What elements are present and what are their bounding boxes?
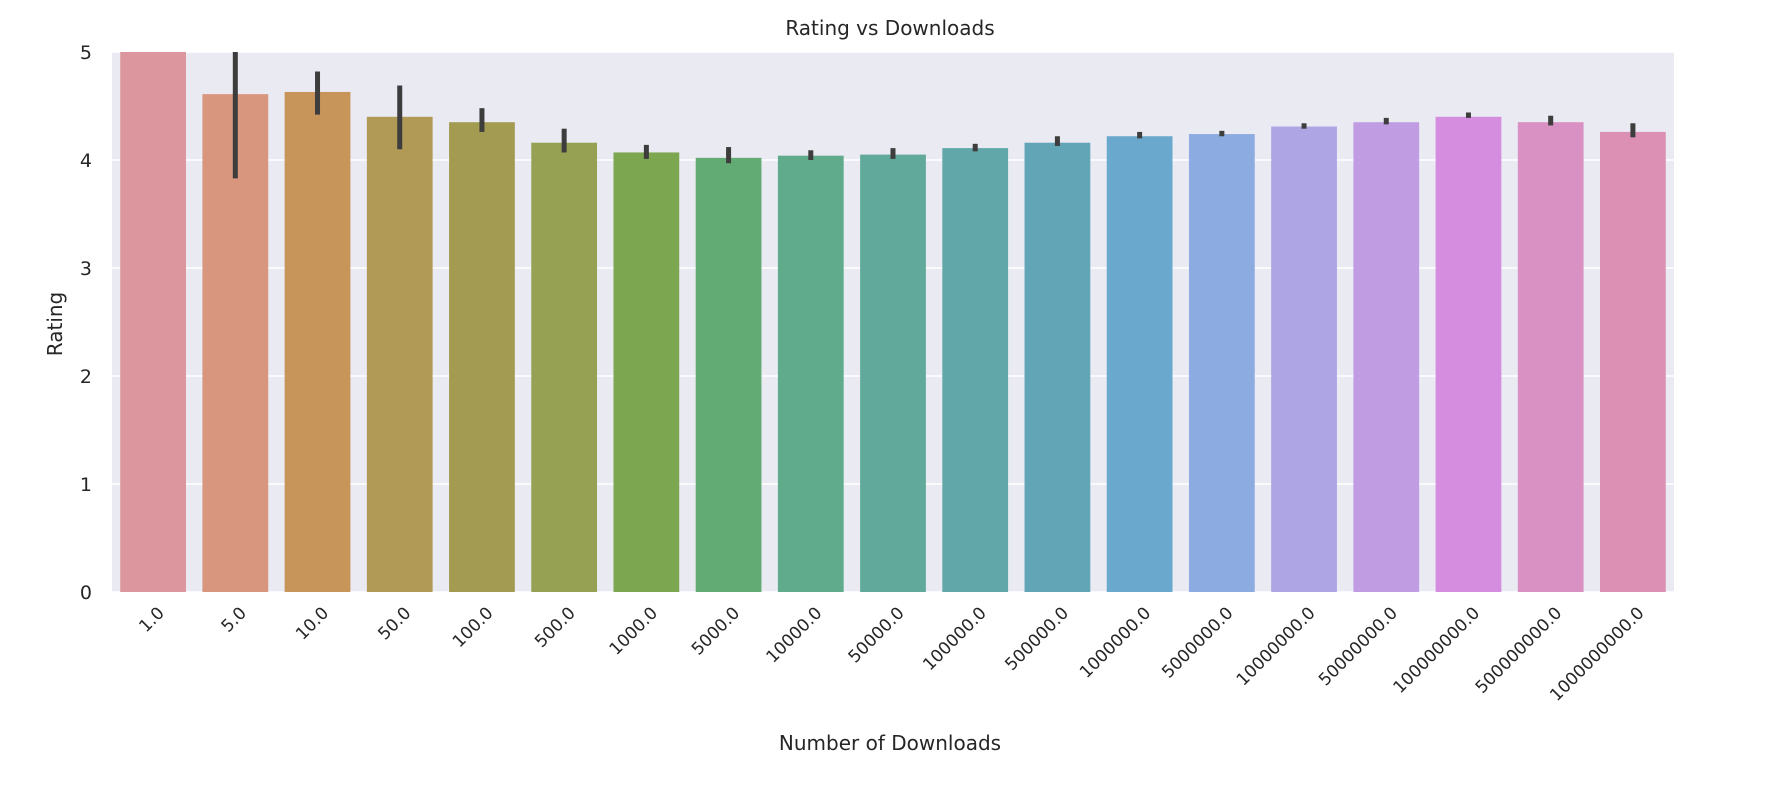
bar-5000.0: [695, 157, 762, 592]
y-tick-labels: 0 1 2 3 4 5: [80, 42, 92, 604]
bar-100000.0: [942, 148, 1009, 592]
x-tick-label: 1.0: [135, 603, 168, 636]
x-tick-label: 100.0: [449, 603, 498, 652]
x-tick-labels: 1.0 5.0 10.0 50.0 100.0 500.0 1000.0 5000.0 1000…: [135, 603, 1648, 705]
x-tick-label: 500000.0: [1001, 603, 1073, 675]
y-axis-label: Rating: [43, 292, 67, 356]
x-axis-label: Number of Downloads: [779, 731, 1001, 755]
bar-500000.0: [1024, 142, 1091, 592]
bar-500000000.0: [1517, 122, 1584, 592]
bar-100.0: [449, 122, 515, 592]
x-tick-label: 50000000.0: [1315, 603, 1402, 690]
y-tick-label: 0: [80, 582, 92, 604]
bar-1000000000.0: [1600, 131, 1666, 593]
y-tick-label: 3: [80, 258, 92, 280]
bar-50000.0: [860, 154, 926, 592]
bar-10.0: [284, 91, 351, 593]
bars: [120, 52, 1666, 593]
bar-1000000.0: [1106, 136, 1173, 593]
y-tick-label: 5: [80, 42, 92, 64]
x-tick-label: 100000.0: [919, 603, 991, 675]
bar-1.0: [120, 52, 186, 592]
bar-50000000.0: [1353, 122, 1420, 592]
bar-10000000.0: [1271, 126, 1337, 593]
x-tick-label: 10000000.0: [1233, 603, 1320, 690]
error-bars: [232, 52, 1636, 179]
x-tick-label: 100000000.0: [1390, 603, 1484, 697]
x-tick-label: 500000000.0: [1472, 603, 1566, 697]
x-tick-label: 1000.0: [606, 603, 662, 659]
bar-50.0: [366, 116, 433, 593]
bar-5000000.0: [1188, 134, 1255, 592]
bar-100000000.0: [1435, 116, 1502, 593]
chart-title: Rating vs Downloads: [785, 16, 994, 40]
x-tick-label: 5.0: [218, 603, 251, 636]
bar-1000.0: [613, 152, 680, 592]
y-tick-label: 2: [80, 366, 92, 388]
x-tick-label: 10000.0: [762, 603, 826, 667]
bar-10000.0: [777, 155, 844, 592]
x-tick-label: 10.0: [292, 603, 333, 644]
x-tick-label: 50000.0: [845, 603, 909, 667]
y-tick-label: 1: [80, 474, 92, 496]
bar-500.0: [531, 142, 598, 592]
x-tick-label: 1000000.0: [1076, 603, 1155, 682]
x-tick-label: 500.0: [531, 603, 580, 652]
x-tick-label: 50.0: [374, 603, 415, 644]
y-tick-label: 4: [80, 150, 92, 172]
x-tick-label: 5000000.0: [1158, 603, 1237, 682]
x-tick-label: 5000.0: [688, 603, 744, 659]
